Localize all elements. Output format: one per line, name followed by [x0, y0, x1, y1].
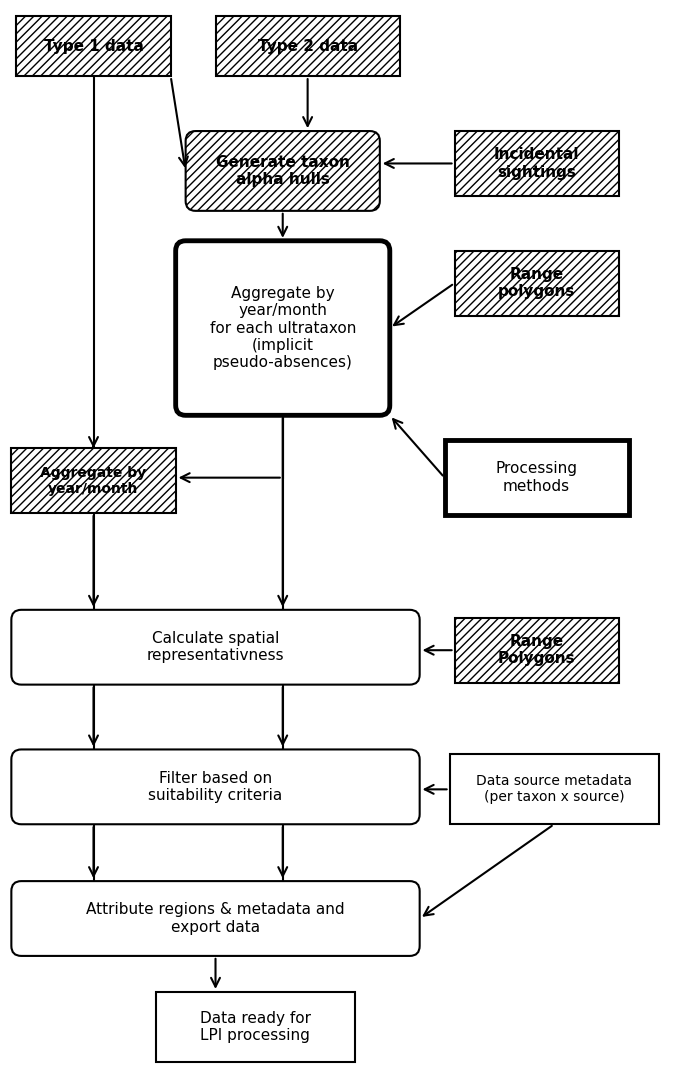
Text: Attribute regions & metadata and
export data: Attribute regions & metadata and export … [86, 903, 345, 935]
Bar [156, 992, 355, 1062]
Text: Range
polygons: Range polygons [498, 267, 575, 299]
FancyBboxPatch shape [175, 241, 390, 415]
Bar [16, 16, 171, 76]
Bar [454, 618, 619, 682]
Text: Aggregate by
year/month: Aggregate by year/month [41, 466, 147, 496]
FancyBboxPatch shape [12, 610, 420, 684]
Text: Aggregate by
year/month
for each ultrataxon
(implicit
pseudo-absences): Aggregate by year/month for each ultrata… [210, 286, 356, 370]
Bar [454, 251, 619, 315]
Text: Generate taxon
alpha hulls: Generate taxon alpha hulls [216, 155, 349, 187]
Text: Data ready for
LPI processing: Data ready for LPI processing [200, 1010, 311, 1043]
Bar [215, 16, 399, 76]
Text: Filter based on
suitability criteria: Filter based on suitability criteria [148, 770, 282, 803]
Text: Type 1 data: Type 1 data [43, 39, 144, 54]
Text: Incidental
sightings: Incidental sightings [494, 147, 580, 180]
Bar [215, 16, 399, 76]
FancyBboxPatch shape [185, 131, 380, 211]
Bar [454, 131, 619, 196]
FancyBboxPatch shape [12, 881, 420, 955]
Bar [454, 618, 619, 682]
Bar [450, 754, 659, 824]
Text: Calculate spatial
representativness: Calculate spatial representativness [147, 631, 284, 664]
Bar [12, 449, 175, 513]
Text: Data source metadata
(per taxon x source): Data source metadata (per taxon x source… [476, 775, 632, 805]
Bar [16, 16, 171, 76]
Text: Type 2 data: Type 2 data [257, 39, 357, 54]
Text: Range
Polygons: Range Polygons [498, 634, 575, 666]
Bar [12, 449, 175, 513]
Bar [454, 131, 619, 196]
FancyBboxPatch shape [12, 750, 420, 824]
Bar [445, 440, 629, 515]
Text: Processing
methods: Processing methods [496, 462, 577, 494]
Bar [454, 251, 619, 315]
